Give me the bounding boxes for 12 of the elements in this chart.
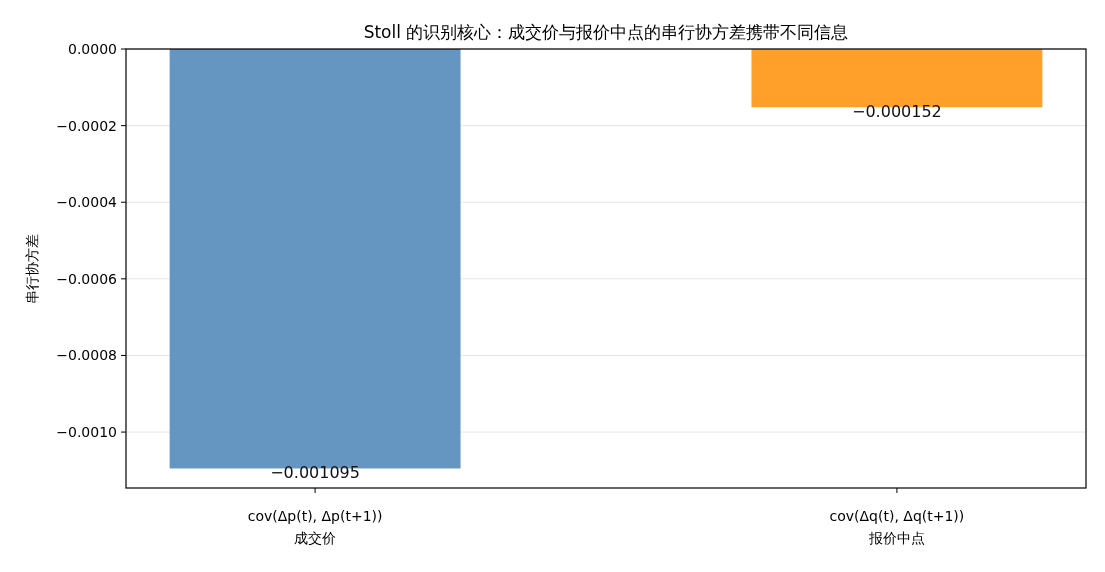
- data-label: −0.000152: [852, 102, 942, 122]
- y-tick-label: −0.0004: [56, 194, 118, 211]
- y-tick-label: −0.0006: [56, 270, 118, 287]
- chart-title: Stoll 的识别核心：成交价与报价中点的串行协方差携带不同信息: [363, 22, 849, 42]
- y-tick-label: 0.0000: [68, 41, 117, 57]
- y-tick-label: −0.0010: [56, 424, 117, 441]
- x-tick-label: cov(Δq(t), Δq(t+1)) 报价中点: [829, 508, 965, 546]
- data-label: −0.001095: [270, 463, 360, 483]
- y-axis-title: 串行协方差: [24, 233, 40, 304]
- y-tick-label: −0.0002: [56, 117, 117, 134]
- x-tick-label: cov(Δp(t), Δp(t+1)) 成交价: [247, 508, 383, 546]
- y-tick-label: −0.0008: [56, 347, 117, 364]
